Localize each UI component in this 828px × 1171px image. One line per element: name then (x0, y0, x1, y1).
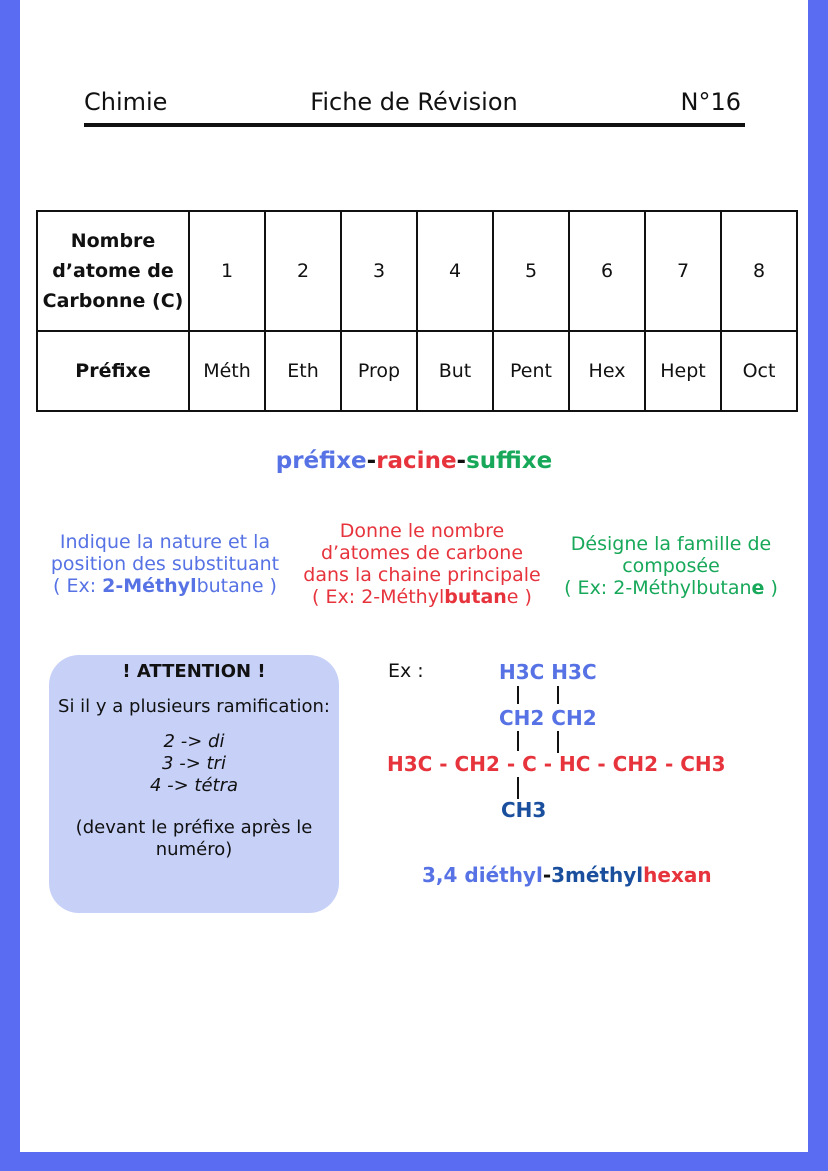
table-cell: 8 (720, 210, 798, 332)
attention-note: (devant le préfixe après le numéro) (75, 817, 313, 860)
formula-sep: - (366, 448, 377, 474)
suffix-explanation: Désigne la famille de composée ( Ex: 2-M… (556, 533, 786, 599)
chain-bottom: CH3 (501, 798, 547, 822)
table-cell: Prop (340, 330, 418, 412)
text-line: Donne le nombre (339, 520, 505, 542)
example-line: ( Ex: 2-Méthylbutane ) (53, 575, 277, 597)
text-line: Indique la nature et la (59, 531, 271, 553)
formula-sep: - (456, 448, 467, 474)
table-cell: Eth (264, 330, 342, 412)
bond (517, 731, 519, 751)
table-row: Préfixe Méth Eth Prop But Pent Hex Hept … (36, 330, 798, 412)
prefix-explanation: Indique la nature et la position des sub… (40, 531, 290, 597)
table-cell: Hex (568, 330, 646, 412)
header-rule (84, 123, 745, 127)
row-header: Préfixe (36, 330, 190, 412)
chain-top: H3C H3C (499, 660, 597, 684)
compound-name: 3,4 diéthyl-3méthylhexan (422, 863, 712, 887)
table-row: Nombre d’atome de Carbonne (C) 1 2 3 4 5… (36, 210, 798, 332)
prefix-table: Nombre d’atome de Carbonne (C) 1 2 3 4 5… (36, 210, 798, 412)
table-cell: 4 (416, 210, 494, 332)
table-cell: 3 (340, 210, 418, 332)
formula-suffix: suffixe (466, 448, 553, 474)
example-label: Ex : (388, 660, 424, 682)
text-line: composée (622, 555, 720, 577)
rule: 4 -> tétra (149, 775, 239, 796)
table-cell: Hept (644, 330, 722, 412)
row-header: Nombre d’atome de Carbonne (C) (36, 210, 190, 332)
table-cell: 2 (264, 210, 342, 332)
table-cell: 6 (568, 210, 646, 332)
text-line: Désigne la famille de (570, 533, 772, 555)
attention-title: ! ATTENTION ! (122, 661, 266, 682)
subject: Chimie (84, 88, 168, 116)
table-cell: 1 (188, 210, 266, 332)
naming-formula: préfixe-racine-suffixe (0, 448, 828, 474)
formula-prefix: préfixe (275, 448, 367, 474)
bond (517, 777, 519, 799)
example-line: ( Ex: 2-Méthylbutane ) (564, 577, 778, 599)
bond (557, 731, 559, 753)
table-cell: Oct (720, 330, 798, 412)
text-line: dans la chaine principale (303, 564, 541, 586)
table-cell: 5 (492, 210, 570, 332)
bond (517, 686, 519, 704)
table-cell: 7 (644, 210, 722, 332)
attention-box: ! ATTENTION ! Si il y a plusieurs ramifi… (49, 655, 339, 913)
table-cell: Pent (492, 330, 570, 412)
chain-mid: CH2 CH2 (499, 706, 597, 730)
text-line: d’atomes de carbone (320, 542, 524, 564)
bond (557, 686, 559, 704)
sheet-number: N°16 (680, 88, 742, 116)
example-line: ( Ex: 2-Méthylbutane ) (312, 586, 532, 608)
rule: 3 -> tri (162, 753, 226, 774)
page-title: Fiche de Révision (310, 88, 518, 116)
attention-intro: Si il y a plusieurs ramification: (58, 696, 330, 717)
formula-root: racine (376, 448, 457, 474)
text-line: position des substituant (50, 553, 280, 575)
table-cell: But (416, 330, 494, 412)
table-cell: Méth (188, 330, 266, 412)
rules-list: 2 -> di 3 -> tri 4 -> tétra (49, 731, 339, 797)
rule: 2 -> di (163, 731, 225, 752)
main-chain: H3C - CH2 - C - HC - CH2 - CH3 (387, 752, 726, 776)
root-explanation: Donne le nombre d’atomes de carbone dans… (292, 520, 552, 608)
